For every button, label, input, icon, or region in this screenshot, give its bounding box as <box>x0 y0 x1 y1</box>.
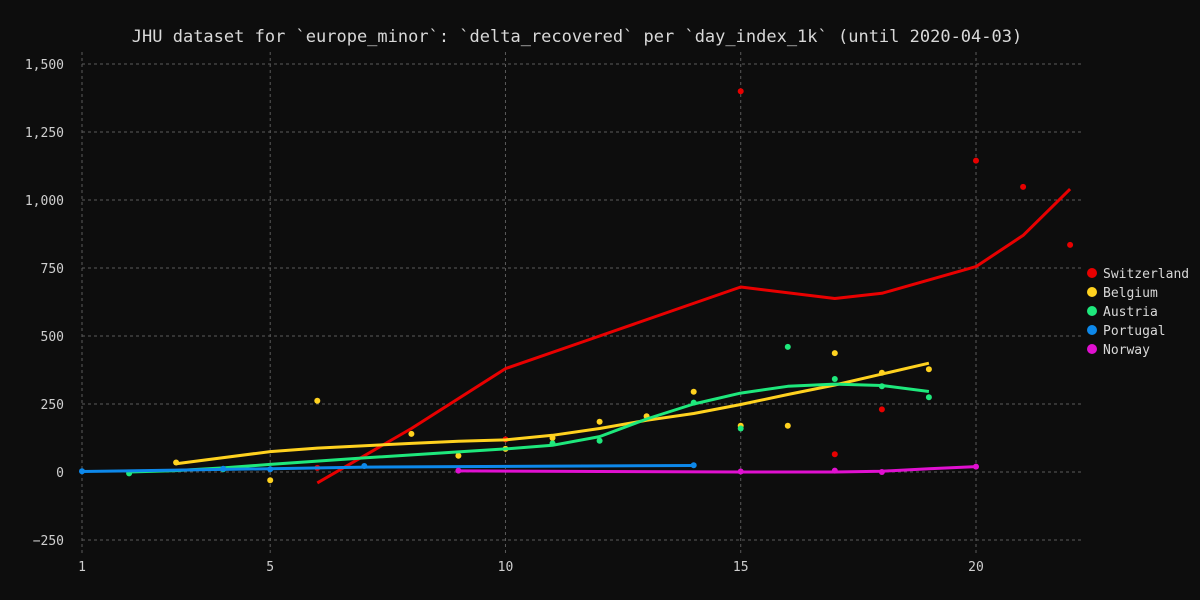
y-tick-label: 1,500 <box>25 58 64 73</box>
data-point <box>314 397 321 404</box>
legend-marker <box>1087 287 1097 297</box>
data-point <box>784 343 791 350</box>
legend: Switzerland Belgium Austria Portugal Norway <box>1087 267 1189 358</box>
data-point <box>220 465 227 472</box>
y-tick-label: 250 <box>41 398 64 413</box>
data-point <box>549 440 556 447</box>
legend-label: Belgium <box>1103 286 1158 301</box>
data-point <box>737 425 744 432</box>
data-point <box>455 452 462 459</box>
x-tick-label: 10 <box>498 560 514 575</box>
data-point <box>784 422 791 429</box>
y-tick-label: 500 <box>41 330 64 345</box>
data-point <box>831 451 838 458</box>
data-point <box>878 383 885 390</box>
y-tick-label: 1,250 <box>25 126 64 141</box>
data-point <box>596 437 603 444</box>
data-point <box>878 406 885 413</box>
data-point <box>831 376 838 382</box>
series-switzerland <box>314 88 1074 485</box>
chart-title: JHU dataset for `europe_minor`: `delta_r… <box>132 27 1022 47</box>
data-point <box>1020 183 1027 190</box>
data-point <box>455 467 462 474</box>
data-point <box>737 468 744 475</box>
trend-line <box>316 188 1072 485</box>
x-tick-label: 20 <box>968 560 984 575</box>
data-point <box>925 394 932 401</box>
x-tick-label: 5 <box>266 560 274 575</box>
trend-line <box>175 361 930 466</box>
data-point <box>690 399 697 406</box>
data-point <box>878 469 885 475</box>
y-tick-label: 750 <box>41 262 64 277</box>
legend-label: Austria <box>1103 305 1158 320</box>
data-point <box>549 435 556 441</box>
y-tick-label: 0 <box>56 466 64 481</box>
legend-label: Norway <box>1103 343 1150 358</box>
legend-marker <box>1087 306 1097 316</box>
data-point <box>925 366 932 373</box>
legend-label: Switzerland <box>1103 267 1189 282</box>
data-point <box>737 88 744 95</box>
legend-label: Portugal <box>1103 324 1166 339</box>
data-point <box>973 157 979 164</box>
data-point <box>690 462 697 469</box>
data-point <box>831 467 838 474</box>
data-point <box>690 388 697 395</box>
series-austria <box>126 343 932 477</box>
data-point <box>878 369 885 376</box>
data-point <box>408 430 415 437</box>
x-tick-label: 15 <box>733 560 749 575</box>
data-point <box>1067 241 1074 248</box>
data-point <box>267 466 274 473</box>
legend-marker <box>1087 325 1097 335</box>
x-tick-label: 1 <box>78 560 86 575</box>
grid <box>81 52 1082 555</box>
trend-line <box>81 464 694 473</box>
data-point <box>267 477 274 484</box>
data-point <box>831 350 838 357</box>
legend-marker <box>1087 268 1097 278</box>
series-portugal <box>79 462 697 475</box>
y-tick-label: −250 <box>33 534 64 549</box>
data-point <box>973 463 979 470</box>
legend-marker <box>1087 344 1097 354</box>
trend-line <box>129 382 930 474</box>
data-point <box>79 468 85 475</box>
series-norway <box>455 463 979 475</box>
data-point <box>596 418 603 425</box>
series-layer <box>79 88 1074 485</box>
y-tick-label: 1,000 <box>25 194 64 209</box>
data-point <box>173 459 180 466</box>
data-point <box>361 463 368 469</box>
